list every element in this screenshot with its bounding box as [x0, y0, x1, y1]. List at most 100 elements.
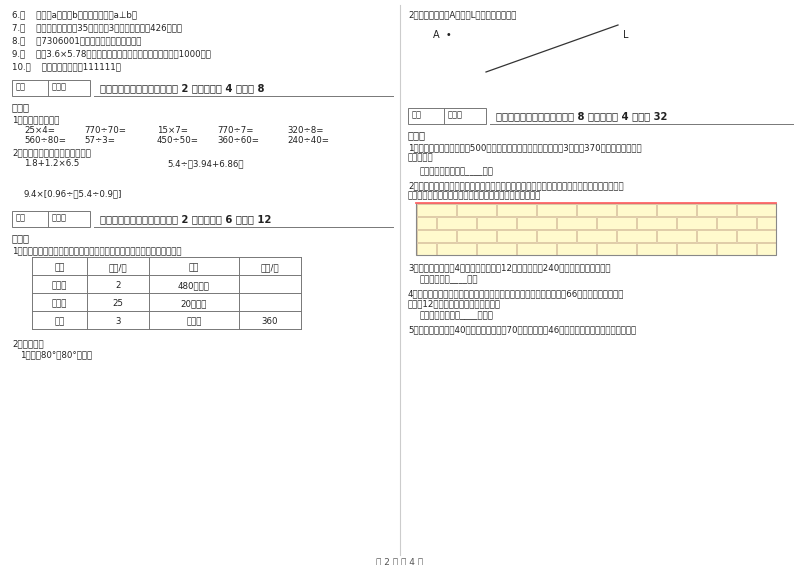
Text: 分）。: 分）。 — [12, 233, 30, 243]
Text: 2、用你最喜欢的方法递等计算。: 2、用你最喜欢的方法递等计算。 — [12, 148, 91, 157]
Text: 1、直接写出得数。: 1、直接写出得数。 — [12, 115, 59, 124]
Bar — [557, 242, 595, 254]
Bar — [577, 229, 615, 241]
Text: 1、画出80°、80°的角。: 1、画出80°、80°的角。 — [20, 350, 92, 359]
Bar — [737, 229, 775, 241]
Text: 数量: 数量 — [189, 263, 199, 272]
Bar — [416, 203, 776, 255]
Text: 10.（    ）最小的六位数是111111。: 10.（ ）最小的六位数是111111。 — [12, 62, 121, 71]
Text: 1.8+1.2×6.5: 1.8+1.2×6.5 — [24, 159, 79, 168]
Text: 25: 25 — [113, 299, 123, 308]
Text: 6.（    ）直线a与直线b互相垂直，记作a⊥b。: 6.（ ）直线a与直线b互相垂直，记作a⊥b。 — [12, 10, 137, 19]
Text: 分）。: 分）。 — [408, 130, 426, 140]
Bar — [517, 242, 555, 254]
Text: 320÷8=: 320÷8= — [287, 126, 323, 135]
Bar — [437, 242, 475, 254]
Bar — [617, 229, 655, 241]
Text: 20（台）: 20（台） — [181, 299, 207, 308]
Text: 770÷7=: 770÷7= — [217, 126, 254, 135]
Text: 分）。: 分）。 — [12, 102, 30, 112]
Text: 560÷80=: 560÷80= — [24, 136, 66, 145]
Text: 得分: 得分 — [16, 82, 26, 91]
Text: 480（本）: 480（本） — [178, 281, 210, 290]
Text: 六、应用知识，解决问题（公 8 小题，每题 4 分，公 32: 六、应用知识，解决问题（公 8 小题，每题 4 分，公 32 — [496, 111, 667, 121]
Text: 单价/元: 单价/元 — [109, 263, 127, 272]
Text: 2、操作题：: 2、操作题： — [12, 339, 44, 348]
Bar — [637, 216, 675, 228]
Text: 直的参照线，这样砌出的墙是直的，你知道这是为什么吗？: 直的参照线，这样砌出的墙是直的，你知道这是为什么吗？ — [408, 191, 542, 200]
Text: 9.4×[0.96÷（5.4÷0.9）]: 9.4×[0.96÷（5.4÷0.9）] — [24, 189, 122, 198]
Text: （支）: （支） — [186, 318, 202, 327]
Bar — [597, 242, 635, 254]
Text: 1、车间第一星期生产零件500个，第二星期生产的比第一星期的3倍还多370个，两个星期共生: 1、车间第一星期生产零件500个，第二星期生产的比第一星期的3倍还多370个，两… — [408, 143, 642, 152]
Text: 15×7=: 15×7= — [157, 126, 188, 135]
Text: 9.（    ）拨3.6×5.78中乘数的小数点都去掉，积会比原来扩大1000倍。: 9.（ ）拨3.6×5.78中乘数的小数点都去掉，积会比原来扩大1000倍。 — [12, 49, 211, 58]
Bar — [737, 203, 775, 215]
Bar — [657, 229, 695, 241]
Bar — [677, 242, 715, 254]
Text: 1、文具店一个月卖出的几种文具情况如下表，请在空格中填上适当的数。: 1、文具店一个月卖出的几种文具情况如下表，请在空格中填上适当的数。 — [12, 246, 182, 255]
Text: 笔记本: 笔记本 — [52, 281, 67, 290]
Bar — [677, 216, 715, 228]
Bar — [417, 229, 455, 241]
Text: 360: 360 — [262, 318, 278, 327]
Text: 得分: 得分 — [412, 110, 422, 119]
Text: 57÷3=: 57÷3= — [84, 136, 115, 145]
Bar — [417, 216, 435, 228]
Text: 得分: 得分 — [16, 213, 26, 222]
Text: 4、小强步行去图书馆，小刚乘汽车到图书馆，汽车每小时比步行多行66千米，汽车的速度是: 4、小强步行去图书馆，小刚乘汽车到图书馆，汽车每小时比步行多行66千米，汽车的速… — [408, 289, 624, 298]
Bar — [417, 203, 455, 215]
Bar — [497, 229, 535, 241]
Bar — [757, 216, 775, 228]
Text: 360÷60=: 360÷60= — [217, 136, 259, 145]
Text: 240÷40=: 240÷40= — [287, 136, 329, 145]
Bar — [457, 203, 495, 215]
Bar — [577, 203, 615, 215]
Text: 8.（    ）7306001读作七千三百零六方零一。: 8.（ ）7306001读作七千三百零六方零一。 — [12, 36, 142, 45]
Bar — [12, 211, 90, 227]
Bar — [617, 203, 655, 215]
Bar — [517, 216, 555, 228]
Bar — [477, 216, 515, 228]
Bar — [537, 203, 575, 215]
Bar — [497, 203, 535, 215]
Text: 计算器: 计算器 — [52, 299, 67, 308]
Text: 2: 2 — [115, 281, 121, 290]
Bar — [717, 242, 755, 254]
Text: 450÷50=: 450÷50= — [157, 136, 199, 145]
Text: L: L — [623, 30, 629, 40]
Text: 3、日用品商店买了4笱饮料，每笱饮料12瓶，一共花了240元。每瓶饮料多少元？: 3、日用品商店买了4笱饮料，每笱饮料12瓶，一共花了240元。每瓶饮料多少元？ — [408, 263, 610, 272]
Text: 步行的12倍，汽车每小时行多少千米？: 步行的12倍，汽车每小时行多少千米？ — [408, 299, 501, 308]
Text: 四、看清题目，细心计算（公 2 小题，每题 4 分，公 8: 四、看清题目，细心计算（公 2 小题，每题 4 分，公 8 — [100, 83, 265, 93]
Text: 770÷70=: 770÷70= — [84, 126, 126, 135]
Bar — [757, 242, 775, 254]
Bar — [557, 216, 595, 228]
Text: 7.（    ）用四舍五入法把35十位上的3去掉，得到的是426个十。: 7.（ ）用四舍五入法把35十位上的3去掉，得到的是426个十。 — [12, 23, 182, 32]
Bar — [697, 229, 735, 241]
Text: 水笔: 水笔 — [54, 318, 65, 327]
Text: 3: 3 — [115, 318, 121, 327]
Text: 答：汽车每小时行____千米。: 答：汽车每小时行____千米。 — [420, 311, 494, 320]
Bar — [537, 229, 575, 241]
Text: 5、学校啊啊队买了40套衣服，上衣每件70元，裤子每条46元，买上衣比裤子要多用多少元？: 5、学校啊啊队买了40套衣服，上衣每件70元，裤子每条46元，买上衣比裤子要多用… — [408, 325, 636, 334]
Text: 5.4÷（3.94+6.86）: 5.4÷（3.94+6.86） — [167, 159, 243, 168]
Text: 答：每瓶饮料____元。: 答：每瓶饮料____元。 — [420, 275, 478, 284]
Text: A  •: A • — [433, 30, 452, 40]
Text: 25×4=: 25×4= — [24, 126, 55, 135]
Bar — [717, 216, 755, 228]
Bar — [477, 242, 515, 254]
Bar — [408, 108, 486, 124]
Bar — [637, 242, 675, 254]
Bar — [657, 203, 695, 215]
Text: 五、认真思考，综合能力（公 2 小题，每题 6 分，公 12: 五、认真思考，综合能力（公 2 小题，每题 6 分，公 12 — [100, 214, 271, 224]
Bar — [437, 216, 475, 228]
Text: 2、建筑工人在砌墙时会在墙的两头分别固定两枚钉子，然后在钉子之间拉一条绳子，做出一条: 2、建筑工人在砌墙时会在墙的两头分别固定两枚钉子，然后在钉子之间拉一条绳子，做出… — [408, 181, 624, 190]
Text: 品名: 品名 — [54, 263, 65, 272]
Text: 评卷人: 评卷人 — [52, 82, 67, 91]
Text: 评卷人: 评卷人 — [52, 213, 67, 222]
Text: 2、过直线外一点A做直线L的平行线和垂线。: 2、过直线外一点A做直线L的平行线和垂线。 — [408, 10, 516, 19]
Bar — [12, 80, 90, 96]
Bar — [417, 242, 435, 254]
Bar — [697, 203, 735, 215]
Text: 评卷人: 评卷人 — [448, 110, 463, 119]
